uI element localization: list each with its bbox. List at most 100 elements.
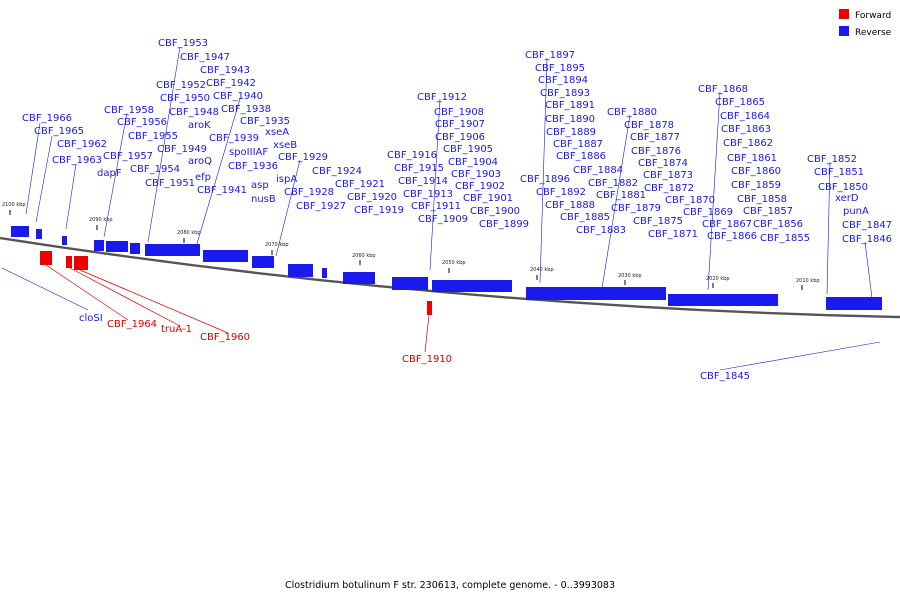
gene-label[interactable]: truA-1 — [161, 324, 192, 335]
gene-label[interactable]: CBF_1856 — [753, 219, 803, 230]
gene-label[interactable]: CBF_1857 — [743, 206, 793, 217]
reverse-gene[interactable] — [392, 277, 428, 290]
gene-label[interactable]: CBF_1887 — [553, 139, 603, 150]
gene-label[interactable]: CBF_1962 — [57, 139, 107, 150]
gene-label[interactable]: CBF_1899 — [479, 219, 529, 230]
gene-label[interactable]: CBF_1953 — [158, 38, 208, 49]
gene-label[interactable]: nusB — [251, 194, 276, 205]
gene-label[interactable]: CBF_1864 — [720, 111, 770, 122]
gene-label[interactable]: CBF_1943 — [200, 65, 250, 76]
gene-label[interactable]: CBF_1909 — [418, 214, 468, 225]
reverse-gene[interactable] — [668, 294, 778, 306]
gene-label[interactable]: CBF_1875 — [633, 216, 683, 227]
gene-label[interactable]: CBF_1940 — [213, 91, 263, 102]
gene-label[interactable]: CBF_1889 — [546, 127, 596, 138]
gene-label[interactable]: CBF_1954 — [130, 164, 180, 175]
gene-label[interactable]: CBF_1845 — [700, 371, 750, 382]
gene-label[interactable]: CBF_1904 — [448, 157, 498, 168]
gene-label[interactable]: xerD — [835, 193, 859, 204]
reverse-gene[interactable] — [106, 241, 128, 252]
gene-label[interactable]: CBF_1862 — [723, 138, 773, 149]
forward-gene[interactable] — [74, 256, 88, 270]
gene-label[interactable]: CBF_1948 — [169, 107, 219, 118]
gene-label[interactable]: CBF_1912 — [417, 92, 467, 103]
gene-label[interactable]: CBF_1860 — [731, 166, 781, 177]
gene-label[interactable]: dapF — [97, 168, 122, 179]
legend-forward-label[interactable]: Forward — [855, 11, 891, 21]
gene-label[interactable]: CBF_1874 — [638, 158, 688, 169]
gene-label[interactable]: CBF_1877 — [630, 132, 680, 143]
gene-label[interactable]: CBF_1911 — [411, 201, 461, 212]
reverse-gene[interactable] — [432, 280, 512, 292]
gene-label[interactable]: CBF_1883 — [576, 225, 626, 236]
reverse-gene[interactable] — [203, 250, 248, 262]
gene-label[interactable]: CBF_1895 — [535, 63, 585, 74]
gene-label[interactable]: CBF_1885 — [560, 212, 610, 223]
gene-label[interactable]: CBF_1949 — [157, 144, 207, 155]
gene-label[interactable]: CBF_1867 — [702, 219, 752, 230]
gene-label[interactable]: CBF_1847 — [842, 220, 892, 231]
gene-label[interactable]: CBF_1957 — [103, 151, 153, 162]
gene-label[interactable]: CBF_1919 — [354, 205, 404, 216]
gene-label[interactable]: CBF_1890 — [545, 114, 595, 125]
gene-label[interactable]: CBF_1927 — [296, 201, 346, 212]
gene-label[interactable]: CBF_1939 — [209, 133, 259, 144]
gene-label[interactable]: cloSI — [79, 313, 103, 324]
reverse-gene[interactable] — [288, 264, 313, 277]
gene-label[interactable]: CBF_1880 — [607, 107, 657, 118]
gene-label[interactable]: CBF_1868 — [698, 84, 748, 95]
gene-label[interactable]: CBF_1871 — [648, 229, 698, 240]
gene-label[interactable]: CBF_1901 — [463, 193, 513, 204]
gene-label[interactable]: CBF_1879 — [611, 203, 661, 214]
gene-label[interactable]: CBF_1859 — [731, 180, 781, 191]
gene-label[interactable]: CBF_1893 — [540, 88, 590, 99]
gene-label[interactable]: spoIIIAF — [229, 147, 268, 158]
gene-label[interactable]: CBF_1955 — [128, 131, 178, 142]
gene-label[interactable]: CBF_1916 — [387, 150, 437, 161]
gene-label[interactable]: CBF_1914 — [398, 176, 448, 187]
gene-label[interactable]: CBF_1906 — [435, 132, 485, 143]
gene-label[interactable]: CBF_1900 — [470, 206, 520, 217]
gene-label[interactable]: CBF_1850 — [818, 182, 868, 193]
reverse-gene[interactable] — [11, 226, 29, 237]
gene-label[interactable]: CBF_1924 — [312, 166, 362, 177]
gene-label[interactable]: CBF_1952 — [156, 80, 206, 91]
gene-label[interactable]: xseA — [265, 127, 289, 138]
gene-label[interactable]: CBF_1942 — [206, 78, 256, 89]
gene-label[interactable]: CBF_1908 — [434, 107, 484, 118]
gene-label[interactable]: CBF_1872 — [644, 183, 694, 194]
gene-label[interactable]: CBF_1935 — [240, 116, 290, 127]
gene-label[interactable]: CBF_1851 — [814, 167, 864, 178]
gene-label[interactable]: CBF_1896 — [520, 174, 570, 185]
reverse-gene[interactable] — [94, 240, 104, 251]
gene-label[interactable]: CBF_1884 — [573, 165, 623, 176]
reverse-gene[interactable] — [252, 256, 274, 268]
gene-label[interactable]: CBF_1852 — [807, 154, 857, 165]
reverse-gene[interactable] — [36, 229, 42, 239]
gene-label[interactable]: CBF_1903 — [451, 169, 501, 180]
forward-gene[interactable] — [66, 256, 72, 268]
gene-label[interactable]: CBF_1897 — [525, 50, 575, 61]
gene-label[interactable]: CBF_1873 — [643, 170, 693, 181]
gene-label[interactable]: CBF_1938 — [221, 104, 271, 115]
gene-label[interactable]: CBF_1960 — [200, 332, 250, 343]
forward-gene[interactable] — [427, 301, 432, 315]
gene-label[interactable]: CBF_1863 — [721, 124, 771, 135]
gene-label[interactable]: CBF_1951 — [145, 178, 195, 189]
gene-label[interactable]: CBF_1886 — [556, 151, 606, 162]
gene-label[interactable]: CBF_1876 — [631, 146, 681, 157]
gene-label[interactable]: CBF_1858 — [737, 194, 787, 205]
gene-label[interactable]: CBF_1866 — [707, 231, 757, 242]
gene-label[interactable]: CBF_1929 — [278, 152, 328, 163]
gene-label[interactable]: CBF_1907 — [435, 119, 485, 130]
gene-label[interactable]: CBF_1963 — [52, 155, 102, 166]
gene-label[interactable]: CBF_1965 — [34, 126, 84, 137]
gene-label[interactable]: xseB — [273, 140, 297, 151]
legend-reverse-label[interactable]: Reverse — [855, 28, 892, 38]
reverse-gene[interactable] — [343, 272, 375, 284]
gene-label[interactable]: punA — [843, 206, 869, 217]
gene-label[interactable]: CBF_1891 — [545, 100, 595, 111]
reverse-gene[interactable] — [322, 268, 327, 278]
gene-label[interactable]: CBF_1902 — [455, 181, 505, 192]
gene-label[interactable]: CBF_1870 — [665, 195, 715, 206]
